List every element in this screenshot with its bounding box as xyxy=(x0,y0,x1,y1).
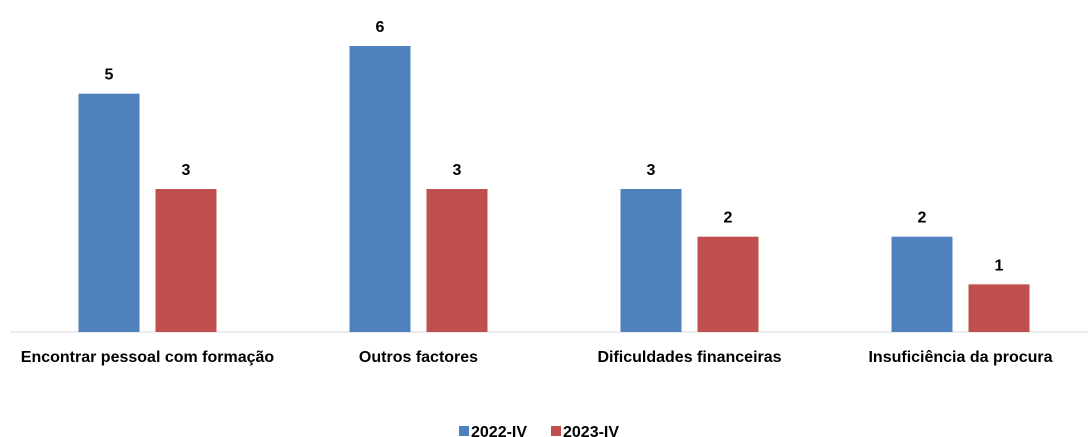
data-label: 2 xyxy=(724,210,733,227)
x-tick-label: Insuficiência da procura xyxy=(868,349,1053,366)
bar xyxy=(968,284,1030,332)
x-tick-label: Outros factores xyxy=(358,349,479,366)
legend-label: 2022-IV xyxy=(471,424,527,437)
bar xyxy=(697,236,759,332)
data-label: 6 xyxy=(376,19,385,36)
bar xyxy=(155,189,217,332)
legend-label: 2023-IV xyxy=(563,424,619,437)
data-label: 3 xyxy=(647,162,656,179)
bar xyxy=(426,189,488,332)
bar xyxy=(891,236,953,332)
bar xyxy=(620,189,682,332)
data-label: 1 xyxy=(995,257,1004,274)
data-label: 2 xyxy=(918,210,927,227)
x-tick-label: Encontrar pessoal com formação xyxy=(20,349,275,366)
legend-swatch xyxy=(459,426,469,436)
bar xyxy=(349,46,411,332)
bar xyxy=(78,93,140,333)
data-label: 3 xyxy=(453,162,462,179)
data-label: 5 xyxy=(105,67,114,84)
data-label: 3 xyxy=(182,162,191,179)
x-tick-label: Dificuldades financeiras xyxy=(597,349,782,366)
legend-swatch xyxy=(551,426,561,436)
